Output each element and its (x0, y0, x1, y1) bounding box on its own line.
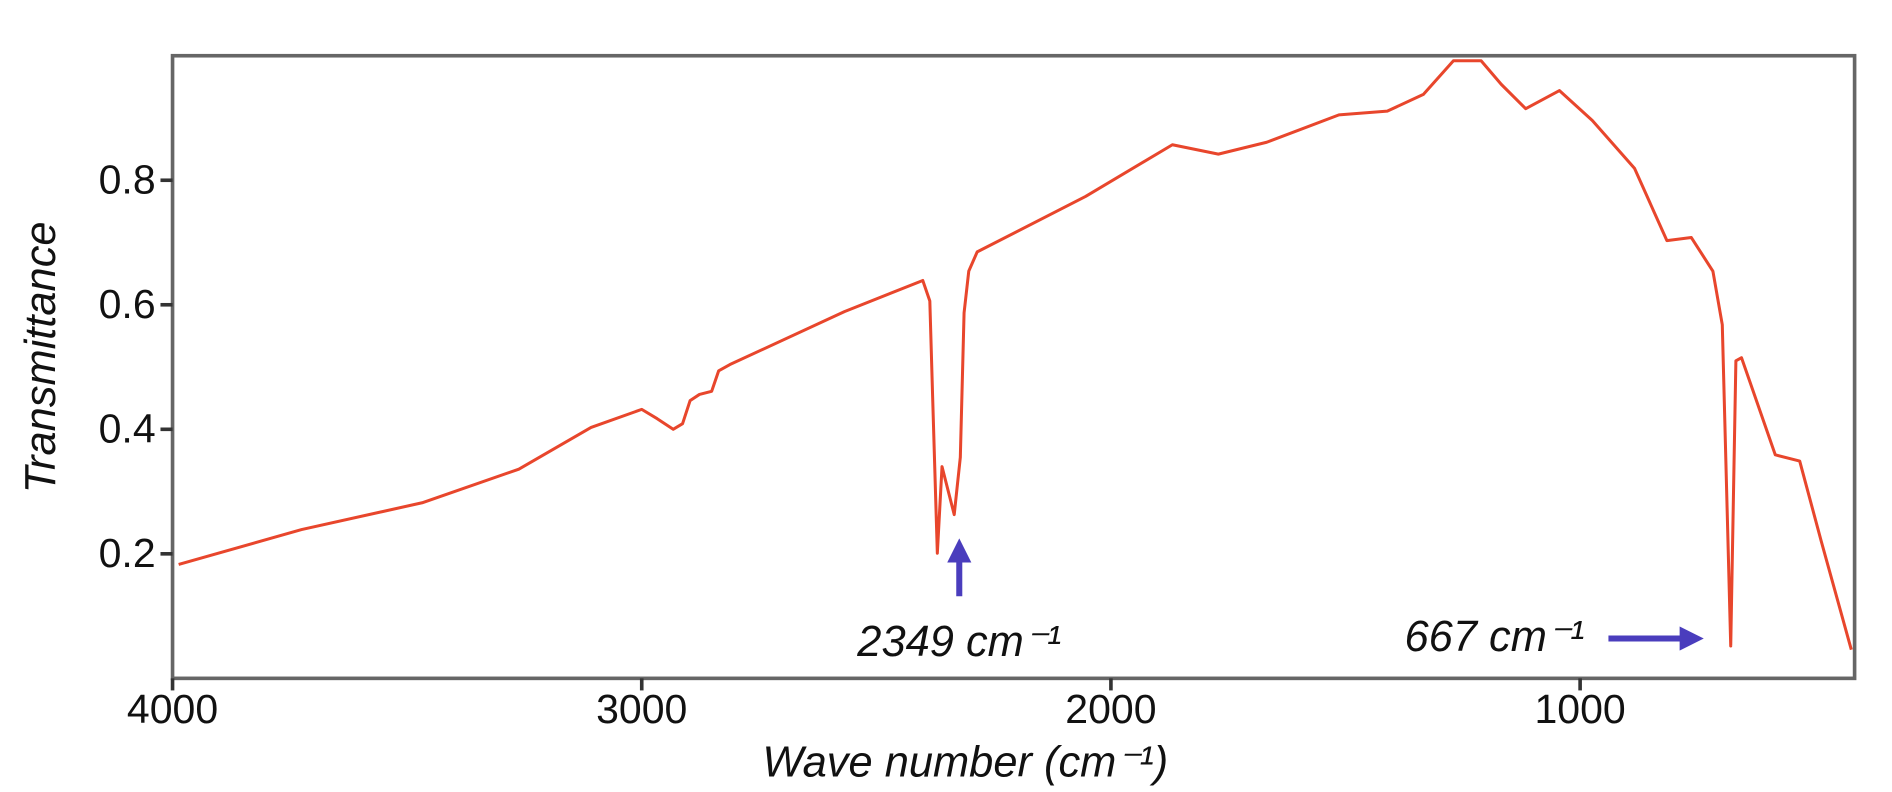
x-tick-label: 2000 (1065, 686, 1156, 732)
y-tick-label: 0.8 (99, 156, 156, 202)
x-tick-label: 1000 (1534, 686, 1625, 732)
x-axis-label: Wave number (cm⁻¹) (762, 739, 1168, 787)
data-line (178, 59, 1853, 651)
y-axis-label: Transmittance (17, 221, 65, 493)
y-tick-label: 0.2 (99, 530, 156, 576)
x-tick-label: 4000 (127, 686, 218, 732)
y-tick-label: 0.6 (99, 281, 156, 327)
annotation: 2349 cm⁻¹ (856, 618, 1061, 666)
x-tick-label: 3000 (596, 686, 687, 732)
annotation: 667 cm⁻¹ (1405, 613, 1585, 661)
y-tick-label: 0.4 (99, 406, 156, 452)
plot-frame (170, 53, 1857, 681)
